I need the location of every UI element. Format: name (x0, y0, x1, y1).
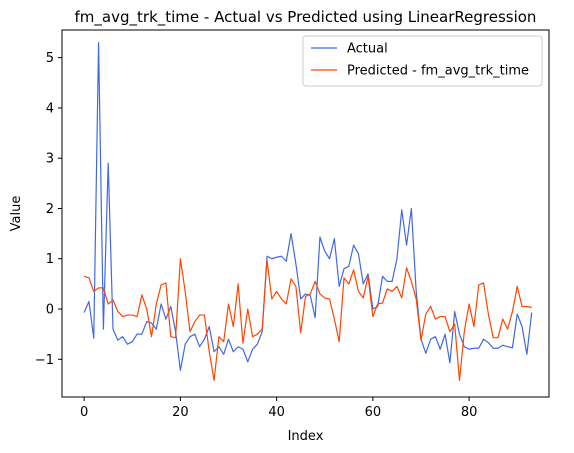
legend-box (302, 35, 543, 87)
plot-frame (61, 29, 550, 398)
x-axis-label: Index (288, 429, 324, 444)
x-tick-label: 0 (80, 405, 88, 420)
y-tick-label: 4 (46, 101, 54, 116)
series-line-predicted (83, 258, 532, 382)
y-tick-label: 1 (46, 252, 54, 267)
chart-title: fm_avg_trk_time - Actual vs Predicted us… (75, 8, 537, 27)
y-tick-label: 3 (46, 152, 54, 167)
legend-label-predicted: Predicted - fm_avg_trk_time (347, 64, 529, 79)
y-axis-ticks: −1 0 1 2 3 4 5 (35, 51, 62, 368)
x-tick-label: 40 (268, 405, 285, 420)
y-tick-label: 0 (46, 303, 54, 318)
y-tick-label: 2 (46, 202, 54, 217)
x-tick-label: 80 (461, 405, 478, 420)
x-axis-ticks: 0 20 40 60 80 (80, 397, 477, 420)
legend-label-actual: Actual (347, 42, 388, 57)
x-tick-label: 20 (172, 405, 189, 420)
y-tick-label: −1 (35, 353, 54, 368)
plot-lines (83, 41, 533, 382)
y-tick-label: 5 (46, 51, 54, 66)
legend: Actual Predicted - fm_avg_trk_time (302, 35, 543, 87)
y-axis-label: Value (9, 196, 24, 232)
x-tick-label: 60 (365, 405, 382, 420)
